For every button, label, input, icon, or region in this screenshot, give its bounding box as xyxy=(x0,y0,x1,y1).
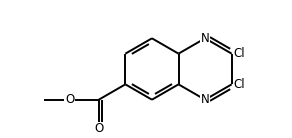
Text: N: N xyxy=(201,93,209,106)
Text: O: O xyxy=(94,122,103,135)
Text: Cl: Cl xyxy=(234,78,245,91)
Text: Cl: Cl xyxy=(234,47,245,60)
Text: O: O xyxy=(65,93,74,106)
Text: N: N xyxy=(201,32,209,45)
